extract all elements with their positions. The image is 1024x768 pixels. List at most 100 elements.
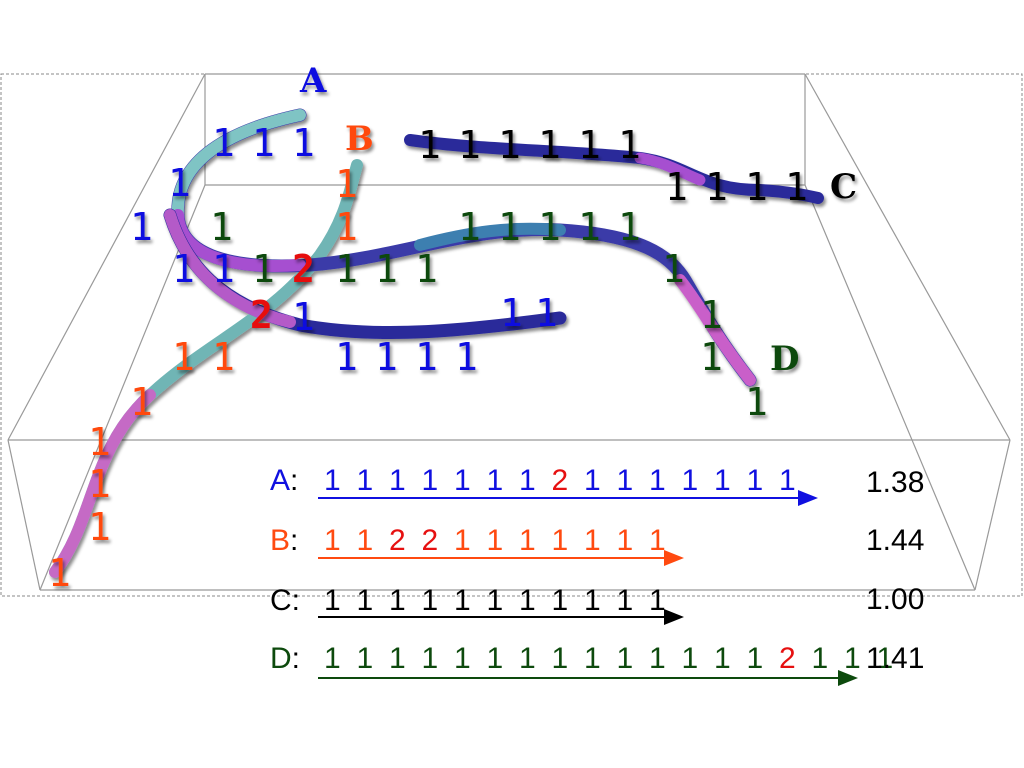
sequence-digit: 1 [714, 464, 731, 497]
scene-digit-b: 1 [130, 380, 153, 424]
scene-digit-b: 1 [172, 335, 195, 379]
scene-digit-d: 1 [700, 293, 723, 337]
sequence-digit: 1 [389, 464, 406, 497]
sequence-digit: 1 [519, 642, 536, 675]
sequence-digit: 1 [682, 642, 699, 675]
scene-digit-two: 2 [250, 293, 273, 337]
sequence-digit: 1 [682, 464, 699, 497]
sequence-digit: 1 [487, 642, 504, 675]
sequence-digit: 1 [357, 464, 374, 497]
scene-digit-b: 1 [88, 462, 111, 506]
strand-letter-d: D [770, 339, 799, 379]
scene-digit-c: 1 [705, 165, 728, 209]
sequence-digit: 1 [454, 524, 471, 557]
scene-digit-c: 1 [538, 123, 561, 167]
scene-digit-a: 1 [335, 335, 358, 379]
arrowhead-d [838, 670, 858, 686]
sequence-name-d: D: [270, 642, 300, 675]
sequence-digit: 1 [422, 584, 439, 617]
scene-digit-b: 1 [88, 505, 111, 549]
sequence-digit: 1 [519, 464, 536, 497]
sequence-digit: 1 [617, 584, 634, 617]
sequence-digit: 1 [422, 464, 439, 497]
sequence-digit: 1 [552, 524, 569, 557]
scene-digit-a: 1 [130, 205, 153, 249]
scene-digit-b: 1 [88, 420, 111, 464]
scene-digit-d: 1 [538, 205, 561, 249]
arrowhead-a [798, 490, 818, 506]
sequence-digit: 1 [357, 524, 374, 557]
sequence-digit: 1 [649, 524, 666, 557]
sequence-digit: 1 [454, 464, 471, 497]
sequence-digit: 1 [487, 584, 504, 617]
sequence-digit: 1 [422, 642, 439, 675]
sequence-digit: 1 [649, 642, 666, 675]
scene-digit-a: 1 [455, 335, 478, 379]
scene-digit-d: 1 [375, 247, 398, 291]
scene-digit-b: 1 [48, 551, 71, 595]
scene-digit-a: 1 [172, 247, 195, 291]
scene-digit-d: 1 [415, 247, 438, 291]
sequence-value-a: 1.38 [866, 466, 924, 499]
scene-digit-d: 1 [618, 205, 641, 249]
sequence-digit: 1 [324, 584, 341, 617]
scene-digit-d: 1 [458, 205, 481, 249]
sequence-digit: 1 [617, 524, 634, 557]
arrowhead-c [664, 609, 684, 625]
sequence-digit: 1 [552, 584, 569, 617]
sequence-digit: 1 [584, 642, 601, 675]
sequence-value-b: 1.44 [866, 524, 924, 557]
scene-digit-d: 1 [662, 247, 685, 291]
scene-digit-d: 1 [210, 205, 233, 249]
sequence-digit: 1 [649, 584, 666, 617]
scene-digit-c: 1 [665, 165, 688, 209]
scene-digit-d: 1 [252, 247, 275, 291]
scene-digit-d: 1 [335, 247, 358, 291]
sequence-digit: 1 [584, 464, 601, 497]
strand-letter-b: B [345, 119, 374, 159]
sequence-digit: 1 [324, 464, 341, 497]
sequence-digit: 2 [779, 642, 796, 675]
strand-tubes [49, 108, 824, 578]
sequence-digit: 1 [649, 464, 666, 497]
sequence-digit: 1 [617, 642, 634, 675]
scene-digit-a: 1 [292, 121, 315, 165]
scene-digit-d: 1 [745, 380, 768, 424]
scene-digit-a: 1 [252, 121, 275, 165]
sequence-digit: 1 [812, 642, 829, 675]
scene-digit-d: 1 [498, 205, 521, 249]
sequence-digit: 2 [389, 524, 406, 557]
scene-digit-c: 1 [578, 123, 601, 167]
sequence-value-d: 1.41 [866, 642, 924, 675]
scene-digit-b: 1 [212, 335, 235, 379]
sequence-digit: 1 [487, 524, 504, 557]
sequence-digit: 1 [357, 584, 374, 617]
sequence-digit: 1 [389, 642, 406, 675]
sequence-digit: 1 [552, 642, 569, 675]
scene-digit-a: 1 [415, 335, 438, 379]
scene-digit-a: 1 [375, 335, 398, 379]
strand-letters: A B C D [299, 61, 857, 379]
sequence-digit: 1 [487, 464, 504, 497]
sequence-digit: 1 [747, 464, 764, 497]
scene-digit-two: 2 [292, 247, 315, 291]
sequence-digit: 2 [552, 464, 569, 497]
sequence-digit: 2 [422, 524, 439, 557]
sequence-name-c: C: [270, 584, 300, 617]
scene-digit-c: 1 [498, 123, 521, 167]
scene-digit-a: 1 [212, 247, 235, 291]
scene-digit-c: 1 [458, 123, 481, 167]
sequence-digit: 1 [714, 642, 731, 675]
sequence-digit: 1 [454, 642, 471, 675]
scene-digit-c: 1 [618, 123, 641, 167]
sequence-digit: 1 [357, 642, 374, 675]
scene-digit-a: 1 [500, 291, 523, 335]
sequence-digit: 1 [617, 464, 634, 497]
sequence-digit: 1 [519, 584, 536, 617]
scene-digit-c: 1 [418, 123, 441, 167]
scene-digit-b: 1 [335, 162, 358, 206]
sequence-digit: 1 [584, 584, 601, 617]
scene-digit-b: 1 [335, 205, 358, 249]
